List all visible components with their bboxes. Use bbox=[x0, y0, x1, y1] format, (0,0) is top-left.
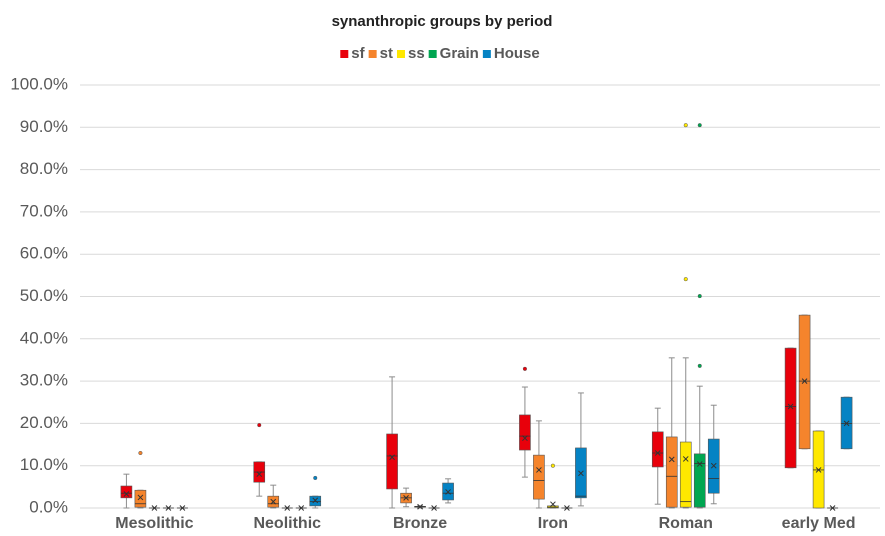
mean-marker bbox=[578, 470, 584, 477]
mean-marker bbox=[843, 420, 850, 427]
box bbox=[665, 436, 678, 508]
box bbox=[386, 433, 398, 490]
y-tick-label: 10.0% bbox=[20, 455, 68, 474]
legend-swatch bbox=[368, 50, 377, 58]
outlier bbox=[697, 123, 702, 128]
x-tick-label: Iron bbox=[538, 515, 568, 532]
box bbox=[134, 489, 147, 508]
box bbox=[120, 485, 133, 499]
mean-marker bbox=[668, 456, 675, 463]
mean-marker bbox=[256, 471, 263, 478]
box bbox=[651, 431, 664, 468]
y-tick-label: 90.0% bbox=[20, 117, 68, 136]
y-tick-label: 0.0% bbox=[29, 497, 68, 516]
legend-label: House bbox=[494, 45, 540, 62]
mean-marker bbox=[179, 505, 186, 511]
chart-title: synanthropic groups by period bbox=[332, 13, 553, 30]
box bbox=[693, 453, 706, 508]
x-tick-label: early Med bbox=[782, 515, 856, 532]
box bbox=[798, 314, 811, 450]
mean-marker bbox=[787, 403, 794, 410]
y-tick-label: 60.0% bbox=[20, 244, 68, 263]
mean-marker bbox=[801, 378, 808, 384]
y-tick-label: 30.0% bbox=[20, 371, 68, 390]
box bbox=[679, 441, 692, 508]
mean-marker bbox=[312, 497, 319, 504]
legend-swatch bbox=[428, 50, 437, 58]
outlier bbox=[522, 366, 527, 371]
mean-marker bbox=[403, 494, 409, 501]
mean-marker bbox=[298, 505, 305, 511]
mean-marker bbox=[710, 462, 717, 469]
mean-marker bbox=[389, 454, 395, 461]
y-tick-label: 100.0% bbox=[10, 74, 68, 93]
outlier bbox=[313, 475, 318, 481]
y-tick-label: 20.0% bbox=[20, 413, 68, 432]
legend-label: ss bbox=[408, 45, 425, 62]
outlier bbox=[550, 463, 555, 468]
x-tick-label: Neolithic bbox=[253, 515, 321, 532]
mean-marker bbox=[654, 450, 661, 456]
legend: sf st ss Grain House bbox=[340, 45, 540, 62]
outlier bbox=[257, 423, 262, 428]
outlier bbox=[138, 450, 143, 456]
mean-marker bbox=[431, 505, 437, 511]
y-tick-label: 80.0% bbox=[20, 159, 68, 178]
x-tick-label: Roman bbox=[659, 515, 713, 532]
x-tick-label: Mesolithic bbox=[115, 515, 193, 532]
mean-marker bbox=[445, 489, 451, 495]
mean-marker bbox=[564, 505, 570, 511]
box bbox=[519, 414, 531, 451]
mean-marker bbox=[165, 505, 172, 511]
mean-marker bbox=[151, 505, 158, 511]
legend-label: st bbox=[380, 45, 393, 62]
legend-label: sf bbox=[351, 45, 365, 62]
y-tick-label: 70.0% bbox=[20, 201, 68, 220]
box bbox=[784, 347, 797, 469]
legend-swatch bbox=[396, 50, 405, 58]
mean-marker bbox=[522, 435, 528, 442]
mean-marker bbox=[284, 505, 291, 511]
outlier bbox=[697, 363, 702, 368]
mean-marker bbox=[137, 494, 144, 501]
outlier bbox=[683, 123, 688, 128]
y-tick-label: 50.0% bbox=[20, 286, 68, 305]
legend-swatch bbox=[482, 50, 491, 58]
mean-marker bbox=[417, 503, 423, 510]
legend-label: Grain bbox=[440, 45, 479, 62]
y-tick-label: 40.0% bbox=[20, 328, 68, 347]
outlier bbox=[697, 294, 702, 299]
box bbox=[533, 454, 545, 500]
mean-marker bbox=[123, 491, 130, 497]
mean-marker bbox=[270, 498, 277, 505]
mean-marker bbox=[829, 505, 836, 511]
mean-marker bbox=[815, 467, 822, 473]
mean-marker bbox=[696, 461, 703, 467]
mean-marker bbox=[536, 467, 542, 473]
x-tick-label: Bronze bbox=[393, 515, 447, 532]
outlier bbox=[683, 277, 688, 282]
legend-swatch bbox=[340, 50, 349, 58]
mean-marker bbox=[550, 501, 556, 508]
mean-marker bbox=[682, 456, 689, 462]
